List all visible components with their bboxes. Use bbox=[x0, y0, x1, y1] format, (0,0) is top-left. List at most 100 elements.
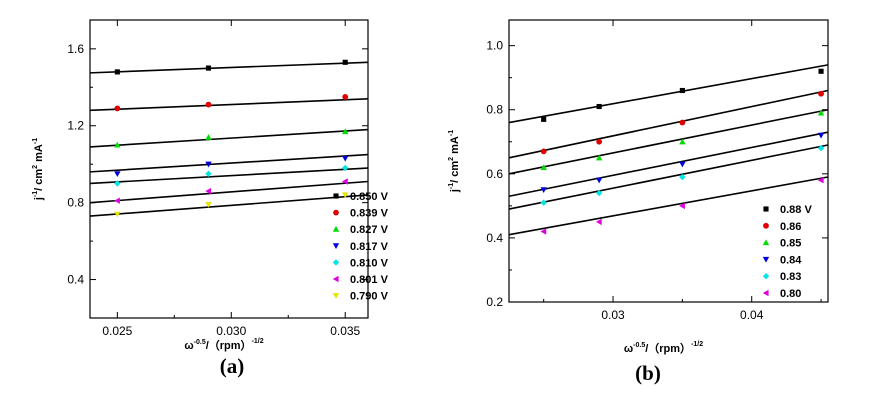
legend-marker bbox=[762, 289, 769, 297]
data-point bbox=[205, 202, 212, 208]
series-4 bbox=[508, 131, 829, 198]
data-point bbox=[205, 170, 212, 178]
legend-marker bbox=[762, 239, 770, 246]
y-tick-label: 0.6 bbox=[486, 167, 503, 181]
series-5 bbox=[89, 164, 369, 187]
fit-line bbox=[89, 180, 369, 204]
data-point bbox=[114, 197, 120, 204]
legend-label: 0.85 bbox=[780, 238, 801, 250]
data-point bbox=[114, 171, 121, 178]
plot-frame bbox=[89, 19, 369, 319]
y-axis-label: j-1/ cm2 mA-1 bbox=[32, 138, 45, 201]
y-tick-label: 1.0 bbox=[486, 39, 503, 53]
fit-line bbox=[508, 108, 829, 175]
series-7 bbox=[89, 192, 369, 218]
y-tick-label: 0.4 bbox=[486, 231, 503, 245]
legend-label: 0.790 V bbox=[350, 291, 389, 303]
chart-b: 0.03 0.040.20.40.60.81.00.88 V0.860.850.8… bbox=[448, 19, 829, 385]
data-point bbox=[205, 187, 212, 195]
series-6 bbox=[508, 176, 829, 236]
x-tick-label: 0.03 bbox=[601, 308, 625, 322]
legend-marker bbox=[763, 206, 769, 212]
data-point bbox=[817, 109, 825, 116]
fit-line bbox=[508, 144, 829, 210]
legend-label: 0.83 bbox=[780, 271, 801, 283]
x-tick-label: 0.04 bbox=[740, 308, 764, 322]
data-point bbox=[114, 180, 121, 187]
x-tick-label: 0.025 bbox=[102, 324, 132, 338]
series-2 bbox=[508, 89, 829, 159]
chart-a: 0.025 0.030 0.035 0.4 0.8 1.2 1.6 0.850 V 0.839 … bbox=[32, 19, 389, 378]
legend-label: 0.827 V bbox=[350, 224, 389, 236]
series-6 bbox=[89, 178, 369, 204]
fit-line bbox=[508, 131, 829, 198]
legend-label: 0.801 V bbox=[350, 274, 389, 286]
data-point bbox=[679, 119, 686, 126]
panel-label: (b) bbox=[635, 361, 661, 385]
data-point bbox=[342, 59, 348, 65]
x-axis-label: ω-0.5/（rpm）-1/2 bbox=[624, 341, 703, 355]
fit-line bbox=[89, 194, 369, 217]
legend-label: 0.84 bbox=[780, 254, 802, 266]
series-1 bbox=[89, 59, 369, 75]
legend-marker bbox=[333, 209, 339, 216]
data-point bbox=[817, 132, 825, 139]
data-point bbox=[595, 218, 602, 226]
data-point bbox=[114, 211, 121, 218]
data-point bbox=[342, 94, 349, 100]
legend-label: 0.88 V bbox=[780, 204, 812, 216]
series-5 bbox=[508, 144, 829, 210]
data-point bbox=[114, 141, 121, 148]
data-point bbox=[540, 187, 547, 194]
data-point bbox=[679, 202, 685, 210]
fit-line bbox=[508, 64, 829, 124]
y-axis-label: j-1/ cm2 mA-1 bbox=[448, 130, 461, 193]
legend-label: 0.839 V bbox=[350, 208, 389, 220]
data-point bbox=[205, 65, 212, 71]
data-point bbox=[540, 164, 547, 170]
data-point bbox=[114, 69, 120, 75]
legend-label: 0.86 bbox=[780, 221, 801, 233]
data-point bbox=[596, 103, 602, 110]
fit-line bbox=[89, 98, 369, 112]
data-point bbox=[205, 134, 212, 140]
legend-marker bbox=[332, 275, 339, 283]
legend-marker bbox=[762, 256, 770, 263]
data-point bbox=[679, 87, 685, 94]
data-point bbox=[818, 90, 824, 97]
fit-line bbox=[89, 128, 369, 148]
data-point bbox=[342, 155, 349, 162]
series-2 bbox=[89, 94, 369, 112]
legend-marker bbox=[332, 243, 340, 249]
data-point bbox=[342, 128, 349, 135]
data-point bbox=[114, 105, 121, 112]
fit-line bbox=[89, 61, 369, 74]
legend-marker bbox=[332, 226, 340, 232]
data-point bbox=[205, 101, 212, 108]
series-4 bbox=[89, 153, 369, 178]
x-tick-label: 0.035 bbox=[330, 324, 360, 338]
legend-marker bbox=[333, 193, 339, 199]
legend-marker bbox=[332, 259, 340, 266]
x-tick-label: 0.030 bbox=[216, 324, 246, 338]
data-point bbox=[595, 154, 603, 161]
data-point bbox=[679, 173, 686, 181]
y-tick-label: 0.8 bbox=[67, 196, 84, 210]
legend: 0.850 V 0.839 V 0.827 V 0.817 V 0.810 V 0.801… bbox=[332, 191, 389, 303]
data-point bbox=[540, 148, 547, 155]
series-3 bbox=[89, 128, 369, 148]
data-point bbox=[595, 177, 603, 184]
data-point bbox=[679, 138, 686, 145]
panel-label: (a) bbox=[220, 354, 245, 378]
y-tick-label: 1.6 bbox=[67, 42, 84, 56]
data-point bbox=[817, 144, 825, 152]
legend: 0.88 V 0.86 0.85 0.84 0.83 0.80 bbox=[762, 204, 812, 300]
y-tick-label: 1.2 bbox=[67, 119, 84, 133]
legend-marker bbox=[763, 222, 769, 229]
data-point bbox=[540, 199, 547, 206]
fit-line bbox=[508, 89, 829, 159]
data-point bbox=[342, 192, 349, 199]
legend-label: 0.810 V bbox=[350, 257, 389, 269]
plot-frame bbox=[508, 19, 829, 303]
